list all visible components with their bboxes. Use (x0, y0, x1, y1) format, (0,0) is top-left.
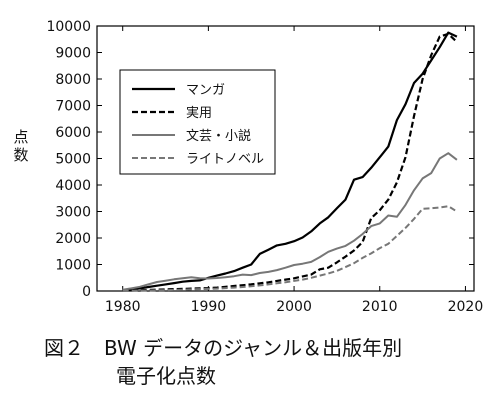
legend-box (119, 69, 276, 175)
x-tick-label: 2010 (362, 299, 398, 315)
y-tick-label: 2000 (55, 231, 91, 247)
y-axis-label: 点数 (13, 128, 29, 164)
y-tick-label: 0 (82, 284, 91, 300)
caption-line-2: 電子化点数 (116, 364, 216, 388)
x-tick-label: 2020 (448, 299, 484, 315)
y-tick-label: 10000 (46, 19, 91, 35)
series-line-1 (122, 31, 458, 292)
legend-label-4: ライトノベル (186, 152, 264, 167)
y-tick-label: 9000 (55, 46, 91, 62)
y-tick-label: 1000 (55, 258, 91, 274)
series-line-4 (122, 205, 458, 292)
x-tick-label: 2000 (276, 299, 312, 315)
x-tick-label: 1990 (191, 299, 227, 315)
series-line-3 (122, 152, 458, 291)
y-tick-label: 5000 (55, 152, 91, 168)
x-tick-label: 1980 (105, 299, 141, 315)
y-tick-label: 8000 (55, 72, 91, 88)
caption-line-1: 図２ BW データのジャンル＆出版年別 (44, 336, 403, 360)
legend-label-3: 文芸・小説 (186, 128, 251, 144)
y-tick-label: 6000 (55, 125, 91, 141)
legend-label-2: 実用 (186, 105, 212, 121)
line-chart: 0 1000 2000 3000 4000 5000 6000 7000 8000 9000 100… (46, 19, 484, 315)
figure-caption: 図２ BW データのジャンル＆出版年別 電子化点数 (44, 334, 484, 390)
legend-label-1: マンガ (186, 83, 225, 98)
y-tick-label: 4000 (55, 178, 91, 194)
y-tick-label: 3000 (55, 205, 91, 221)
y-tick-label: 7000 (55, 99, 91, 115)
